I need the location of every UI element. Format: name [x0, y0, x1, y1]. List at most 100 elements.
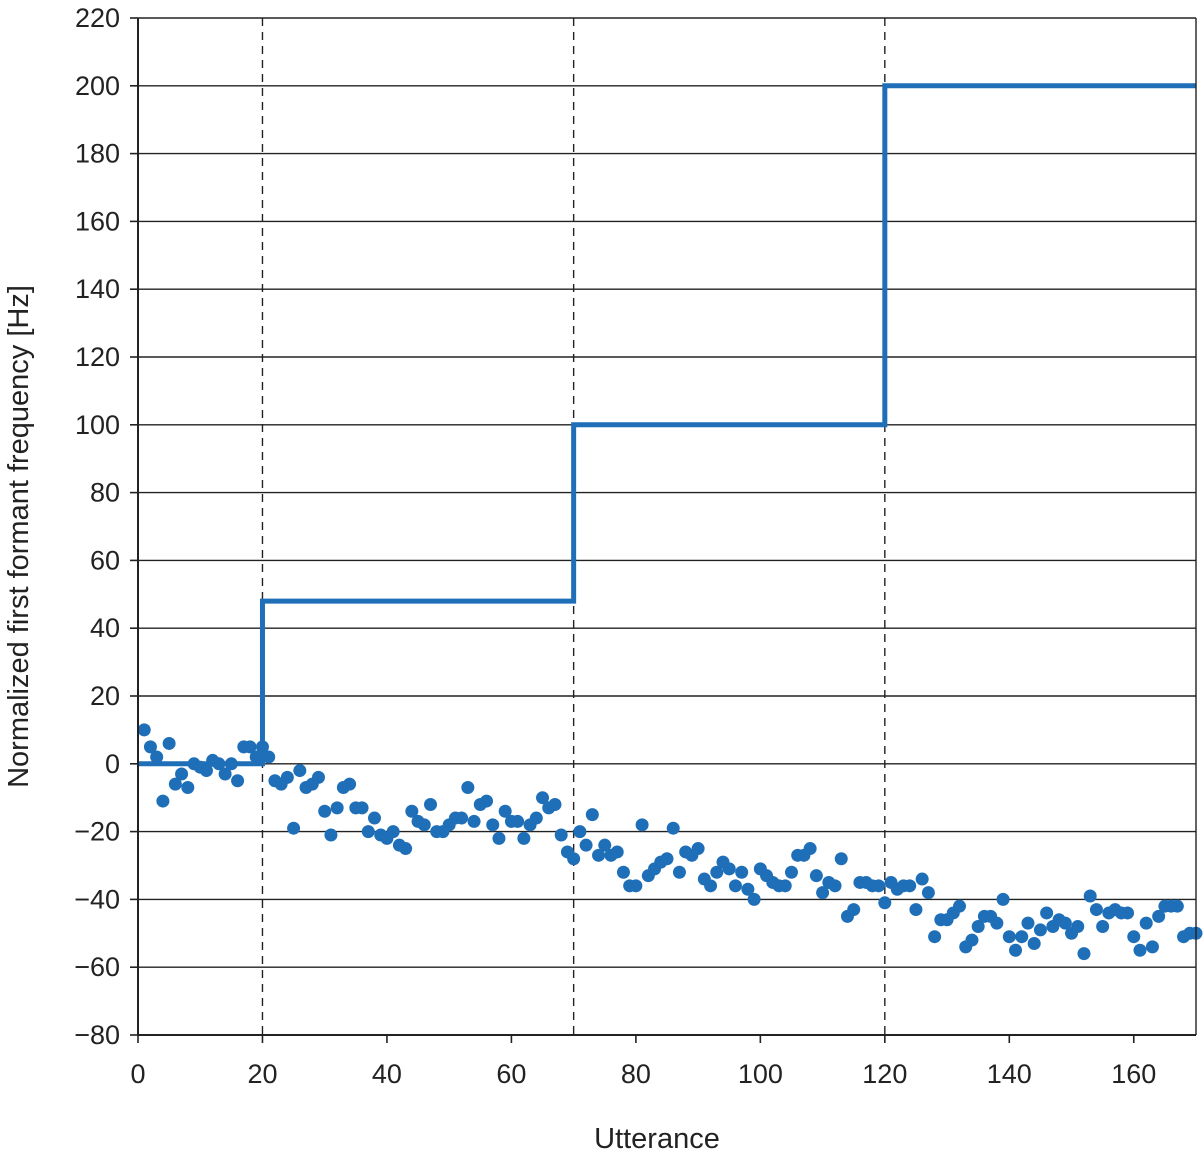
data-point — [1083, 889, 1097, 903]
data-point — [1040, 906, 1054, 920]
data-point — [710, 865, 724, 879]
data-point — [554, 828, 568, 842]
data-point — [784, 865, 798, 879]
data-point — [878, 896, 892, 910]
data-point — [1009, 943, 1023, 957]
data-point — [847, 903, 861, 917]
data-point — [243, 740, 257, 754]
data-point — [971, 920, 985, 934]
data-point — [567, 852, 581, 866]
data-point — [405, 804, 419, 818]
scatter-points — [137, 723, 1203, 961]
x-tick-label: 100 — [738, 1059, 783, 1089]
data-point — [915, 872, 929, 886]
data-point — [417, 818, 431, 832]
data-point — [1127, 930, 1141, 944]
data-point — [255, 740, 269, 754]
x-axis-title: Utterance — [594, 1123, 720, 1155]
data-point — [816, 886, 830, 900]
data-point — [262, 750, 276, 764]
data-point — [1170, 899, 1184, 913]
x-tick-label: 80 — [621, 1059, 651, 1089]
data-point — [585, 808, 599, 822]
data-point — [629, 879, 643, 893]
x-tick-label: 160 — [1111, 1059, 1156, 1089]
y-tick-labels: −80 −60 −40 −20 0 20 40 60 80 100 120 140 160 180 200 2… — [74, 3, 120, 1050]
y-tick-label: 100 — [75, 410, 120, 440]
grid-lines — [138, 17, 1196, 1036]
y-tick-label: 0 — [105, 749, 120, 779]
data-point — [953, 899, 967, 913]
data-point — [324, 828, 338, 842]
data-point — [467, 814, 481, 828]
data-point — [455, 811, 469, 825]
data-point — [747, 892, 761, 906]
data-point — [965, 933, 979, 947]
data-point — [741, 882, 755, 896]
y-tick-label: −40 — [74, 884, 120, 914]
x-tick-label: 0 — [130, 1059, 145, 1089]
data-point — [1002, 930, 1016, 944]
data-point — [480, 794, 494, 808]
data-point — [996, 892, 1010, 906]
data-point — [1058, 916, 1072, 930]
data-point — [921, 886, 935, 900]
data-point — [231, 774, 245, 788]
data-point — [143, 740, 157, 754]
y-tick-label: 20 — [90, 681, 120, 711]
data-point — [137, 723, 151, 737]
data-point — [573, 825, 587, 839]
data-point — [181, 781, 195, 795]
y-tick-label: 60 — [90, 545, 120, 575]
data-point — [212, 757, 226, 771]
data-point — [722, 862, 736, 876]
data-point — [492, 831, 506, 845]
data-point — [1121, 906, 1135, 920]
data-point — [598, 838, 612, 852]
data-point — [803, 842, 817, 856]
data-point — [990, 916, 1004, 930]
data-point — [287, 821, 301, 835]
data-point — [536, 791, 550, 805]
data-point — [903, 879, 917, 893]
data-point — [168, 777, 182, 791]
y-tick-label: −20 — [74, 817, 120, 847]
step-series-line — [138, 83, 1196, 767]
y-tick-label: 120 — [75, 342, 120, 372]
data-point — [1096, 920, 1110, 934]
y-tick-label: −80 — [74, 1020, 120, 1050]
data-point — [872, 879, 886, 893]
data-point — [1077, 947, 1091, 961]
data-point — [511, 814, 525, 828]
data-point — [1089, 903, 1103, 917]
x-tick-label: 140 — [987, 1059, 1032, 1089]
data-point — [666, 821, 680, 835]
data-point — [1033, 923, 1047, 937]
data-point — [318, 804, 332, 818]
data-point — [1071, 920, 1085, 934]
data-point — [280, 770, 294, 784]
x-tick-label: 60 — [496, 1059, 526, 1089]
x-tick-labels: 0 20 40 60 80 100 120 140 160 — [130, 1059, 1156, 1089]
y-tick-label: 80 — [90, 478, 120, 508]
data-point — [311, 770, 325, 784]
y-tick-label: 140 — [75, 274, 120, 304]
data-point — [517, 831, 531, 845]
axes — [130, 17, 1197, 1043]
x-tick-label: 120 — [862, 1059, 907, 1089]
data-point — [735, 865, 749, 879]
data-point — [1027, 936, 1041, 950]
data-point — [224, 757, 238, 771]
y-tick-label: 180 — [75, 139, 120, 169]
data-point — [834, 852, 848, 866]
data-point — [909, 903, 923, 917]
data-point — [162, 736, 176, 750]
data-point — [592, 848, 606, 862]
data-point — [175, 767, 189, 781]
data-point — [1152, 909, 1166, 923]
x-tick-label: 20 — [247, 1059, 277, 1089]
data-point — [367, 811, 381, 825]
data-point — [486, 818, 500, 832]
data-point — [1145, 940, 1159, 954]
